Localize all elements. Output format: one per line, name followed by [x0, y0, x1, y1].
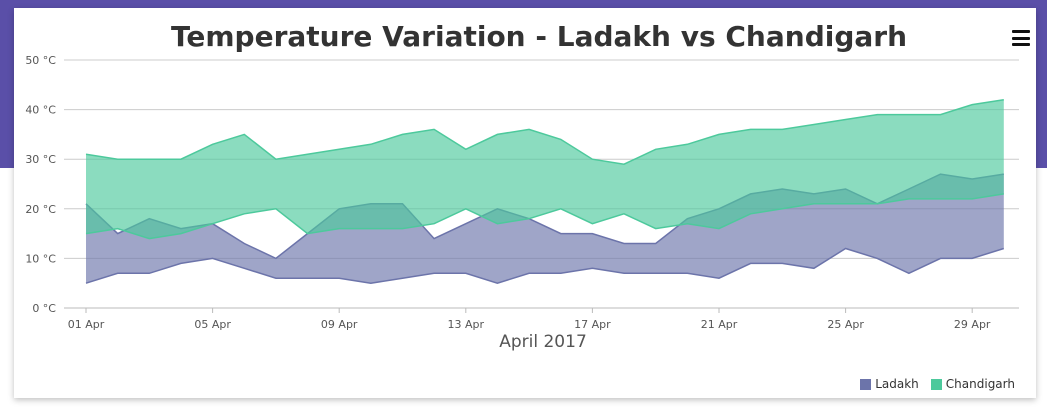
legend-item-ladakh[interactable]: Ladakh — [860, 377, 919, 391]
x-tick-label: 25 Apr — [827, 318, 864, 331]
x-tick-label: 21 Apr — [701, 318, 738, 331]
x-tick-label: 09 Apr — [321, 318, 358, 331]
x-tick-label: 17 Apr — [574, 318, 611, 331]
x-tick-label: 05 Apr — [194, 318, 231, 331]
line-high-chandigarh — [85, 98, 1004, 165]
x-tick-label: 13 Apr — [448, 318, 485, 331]
series-areas — [85, 98, 1005, 284]
y-tick-label: 10 °C — [25, 252, 56, 265]
y-axis-ticks: 0 °C 10 °C 20 °C 30 °C 40 °C 50 °C — [25, 54, 56, 315]
y-tick-label: 50 °C — [25, 54, 56, 67]
legend: Ladakh Chandigarh — [860, 377, 1015, 391]
y-tick-label: 20 °C — [25, 203, 56, 216]
hamburger-menu-icon[interactable] — [1012, 30, 1030, 46]
temperature-chart: 0 °C 10 °C 20 °C 30 °C 40 °C 50 °C 01 Apr 05 A… — [25, 54, 1019, 352]
chart-card: 0 °C 10 °C 20 °C 30 °C 40 °C 50 °C 01 Apr 05 A… — [14, 8, 1036, 398]
legend-label-ladakh: Ladakh — [875, 377, 919, 391]
legend-swatch-chandigarh — [930, 378, 942, 390]
x-tick-label: 01 Apr — [68, 318, 105, 331]
y-tick-label: 40 °C — [25, 104, 56, 117]
x-axis-title: April 2017 — [499, 332, 587, 352]
x-tick-label: 29 Apr — [954, 318, 991, 331]
legend-swatch-ladakh — [860, 378, 872, 390]
y-tick-label: 30 °C — [25, 153, 56, 166]
legend-item-chandigarh[interactable]: Chandigarh — [930, 377, 1015, 391]
line-low-chandigarh — [85, 193, 1004, 240]
y-tick-label: 0 °C — [32, 302, 56, 315]
chart-title: Temperature Variation - Ladakh vs Chandi… — [170, 20, 908, 53]
area-chandigarh[interactable] — [86, 99, 1004, 239]
line-low-ladakh — [85, 247, 1005, 284]
x-axis-ticks: 01 Apr 05 Apr 09 Apr 13 Apr 17 Apr 21 Apr 25 A… — [68, 308, 991, 331]
legend-label-chandigarh: Chandigarh — [945, 377, 1015, 391]
